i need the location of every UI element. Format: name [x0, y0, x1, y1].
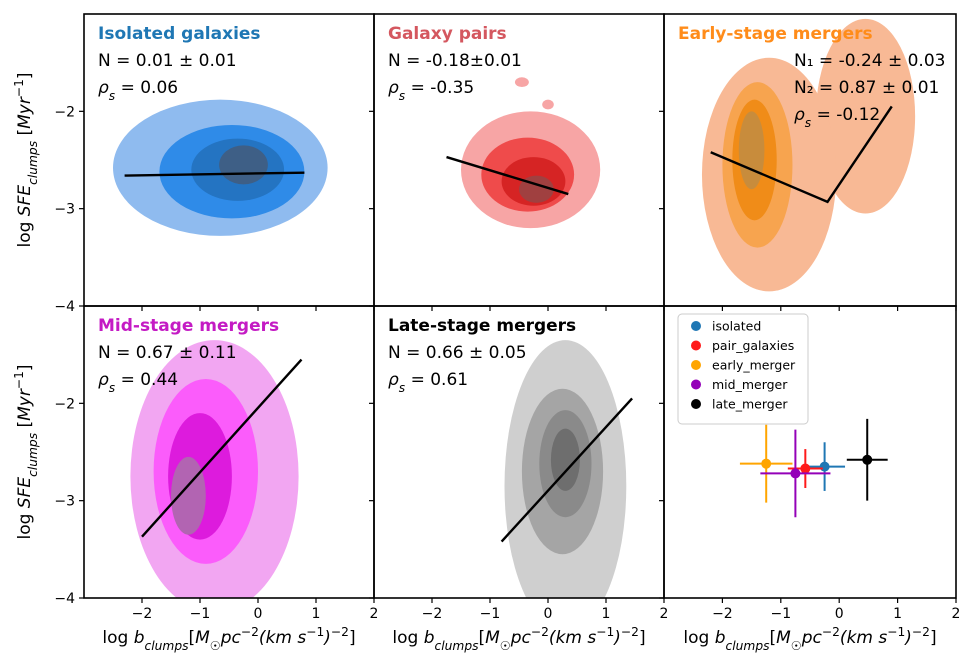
annotation-1: N₂ = 0.87 ± 0.01 [794, 78, 939, 98]
panel-pairs: Galaxy pairs N = -0.18±0.01 ρs = -0.35 [369, 13, 665, 311]
contour-level-4 [738, 111, 765, 190]
point-marker [800, 463, 811, 474]
point-marker [862, 454, 873, 465]
contour-level-4 [219, 145, 268, 185]
panel-late: −2 −1 0 1 2 log bclumps[M☉pc−2(km s−1)−2] Late… [369, 305, 669, 653]
plot-area [446, 77, 601, 229]
plot-area [701, 18, 916, 292]
plot-area [113, 99, 328, 236]
y-axis-label-row-1: log SFEclumps [Myr−1] [12, 72, 40, 247]
x-tick-label: −1 [190, 606, 211, 622]
x-tick-label: −2 [422, 606, 443, 622]
legend-marker-pair_galaxies [691, 340, 701, 351]
x-tick-label: −1 [770, 606, 791, 622]
legend-marker-early_merger [691, 360, 701, 370]
panel-frame [663, 305, 957, 599]
annotation-0: N = 0.01 ± 0.01 [98, 51, 237, 71]
y-tick-label: −3 [54, 494, 75, 510]
x-tick-label: −1 [480, 606, 501, 622]
legend-label-isolated: isolated [712, 319, 761, 334]
fit-line [710, 105, 893, 204]
panel-summary: isolated pair_galaxies early_merger mid_mer… [659, 305, 961, 653]
x-axis-label: log bclumps[M☉pc−2(km s−1)−2] [392, 625, 645, 653]
annotation-2: ρs = -0.12 [794, 105, 880, 130]
annotation-1: ρs = 0.61 [388, 370, 468, 395]
annotation-1: ρs = -0.35 [388, 78, 474, 103]
fit-line [141, 358, 303, 538]
x-tick-label: 1 [893, 606, 902, 622]
plot-area [739, 418, 888, 518]
annotation-0: N₁ = -0.24 ± 0.03 [794, 51, 945, 71]
plot-area [500, 340, 633, 598]
plot-area [130, 340, 303, 598]
y-tick-label: −2 [54, 396, 75, 412]
x-tick-label: 1 [602, 606, 611, 622]
contour-blob-1 [542, 99, 554, 110]
contour-blob-0 [815, 18, 916, 214]
legend-label-late_merger: late_merger [712, 397, 788, 412]
point-marker [790, 468, 801, 479]
x-tick-label: 0 [254, 606, 263, 622]
panel-title: Mid-stage mergers [98, 316, 279, 336]
annotation-1: ρs = 0.44 [98, 370, 178, 395]
point-marker [819, 461, 830, 472]
panel-isolated: −4 −3 −2 Isolated galaxies N = 0.01 ± 0.01 ρs… [54, 13, 375, 315]
annotation-1: ρs = 0.06 [98, 78, 178, 103]
y-tick-label: −4 [54, 591, 75, 607]
annotation-0: N = 0.66 ± 0.05 [388, 343, 527, 363]
x-tick-label: 0 [835, 606, 844, 622]
panel-mid: −4 −3 −2 −2 −1 0 1 2 log bclumps[M☉pc−2(km s−1)−… [54, 305, 379, 653]
fit-line [446, 155, 569, 196]
x-tick-label: 2 [660, 606, 669, 622]
legend-marker-isolated [691, 321, 701, 331]
annotation-0: N = -0.18±0.01 [388, 51, 522, 71]
legend-label-pair_galaxies: pair_galaxies [712, 338, 794, 353]
x-tick-label: 1 [312, 606, 321, 622]
contour-blob-0 [514, 77, 529, 87]
x-tick-label: −2 [712, 606, 733, 622]
x-tick-label: 2 [952, 606, 961, 622]
annotation-0: N = 0.67 ± 0.11 [98, 343, 237, 363]
x-tick-label: 0 [544, 606, 553, 622]
legend-marker-mid_merger [691, 379, 701, 390]
y-axis-label-row-2: log SFEclumps [Myr−1] [12, 364, 40, 539]
panel-title: Early-stage mergers [678, 24, 873, 44]
x-tick-label: −2 [132, 606, 153, 622]
panel-title: Late-stage mergers [388, 316, 576, 336]
legend: isolated pair_galaxies early_merger mid_mer… [677, 313, 809, 425]
legend-frame [677, 313, 809, 425]
panel-title: Galaxy pairs [388, 24, 507, 44]
fit-line [500, 397, 633, 543]
panel-early: Early-stage mergers N₁ = -0.24 ± 0.03 N₂ =… [659, 13, 957, 311]
legend-marker-late_merger [691, 399, 701, 409]
y-tick-label: −3 [54, 202, 75, 218]
x-axis-label: log bclumps[M☉pc−2(km s−1)−2] [102, 625, 355, 653]
point-late_merger [846, 418, 888, 501]
legend-label-mid_merger: mid_merger [712, 377, 788, 392]
y-tick-label: −2 [54, 104, 75, 120]
point-isolated [804, 442, 846, 491]
contour-level-4 [171, 456, 206, 535]
y-tick-label: −4 [54, 299, 75, 315]
x-tick-label: 2 [370, 606, 379, 622]
panel-title: Isolated galaxies [98, 24, 261, 44]
contour-level-4 [550, 428, 580, 491]
point-early_merger [739, 424, 793, 503]
x-axis-label: log bclumps[M☉pc−2(km s−1)−2] [683, 625, 936, 653]
point-marker [761, 458, 772, 469]
fit-line [124, 171, 305, 177]
legend-label-early_merger: early_merger [712, 358, 796, 373]
point-pair_galaxies [787, 449, 823, 489]
point-mid_merger [760, 429, 831, 518]
